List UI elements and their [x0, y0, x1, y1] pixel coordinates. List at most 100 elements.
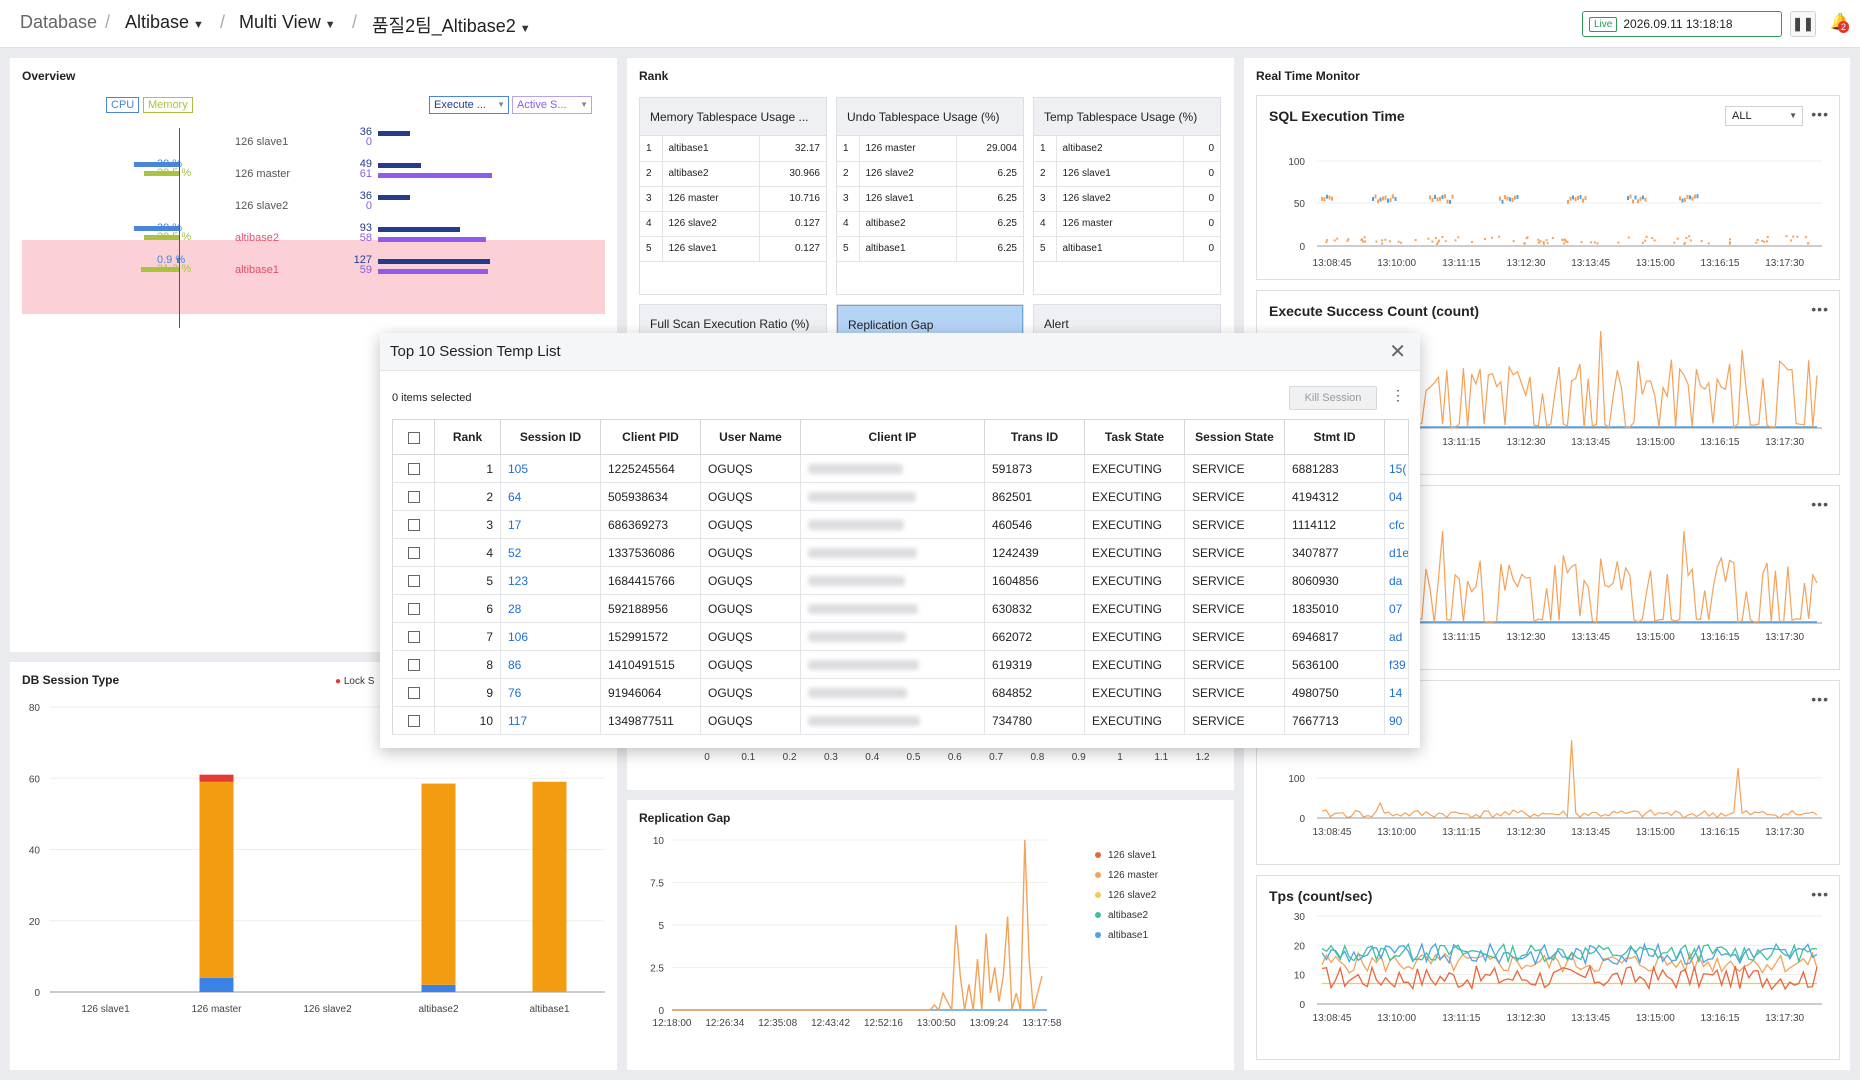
- table-row[interactable]: 5 123 1684415766 OGUQS 1604856 EXECUTING SERVI…: [392, 566, 1409, 595]
- breadcrumb-view[interactable]: Multi View ▼: [239, 12, 336, 33]
- rank-row[interactable]: 4 altibase2 6.25: [837, 211, 1023, 237]
- rank-row[interactable]: 5 altibase1 0: [1034, 236, 1220, 262]
- col-task-state[interactable]: Task State: [1084, 419, 1185, 455]
- row-checkbox[interactable]: [407, 659, 420, 672]
- col-session-state[interactable]: Session State: [1184, 419, 1285, 455]
- rank-row[interactable]: 5 altibase1 6.25: [837, 236, 1023, 262]
- overview-row-name[interactable]: altibase1: [235, 264, 280, 276]
- session-id-link[interactable]: 105: [500, 454, 601, 483]
- overflow-link-cell[interactable]: f39: [1384, 650, 1409, 679]
- table-row[interactable]: 6 28 592188956 OGUQS 630832 EXECUTING SERVICE 1…: [392, 594, 1409, 623]
- row-checkbox[interactable]: [407, 575, 420, 588]
- select-all-checkbox[interactable]: [407, 431, 420, 444]
- rank-row[interactable]: 3 126 slave1 6.25: [837, 186, 1023, 212]
- row-select-cell[interactable]: [392, 706, 435, 735]
- col-user-name[interactable]: User Name: [700, 419, 801, 455]
- memory-toggle[interactable]: Memory: [143, 97, 193, 113]
- session-id-link[interactable]: 86: [500, 650, 601, 679]
- table-row[interactable]: 8 86 1410491515 OGUQS 619319 EXECUTING SERVICE…: [392, 650, 1409, 679]
- col-client-pid[interactable]: Client PID: [600, 419, 701, 455]
- more-vertical-icon[interactable]: ⋮: [1391, 387, 1405, 403]
- temp-tablespace-title[interactable]: Temp Tablespace Usage (%): [1034, 98, 1220, 136]
- rank-row[interactable]: 2 126 slave2 6.25: [837, 161, 1023, 187]
- row-select-cell[interactable]: [392, 538, 435, 567]
- row-checkbox[interactable]: [407, 491, 420, 504]
- col-trans-id[interactable]: Trans ID: [984, 419, 1085, 455]
- rank-row[interactable]: 3 126 slave2 0: [1034, 186, 1220, 212]
- more-options-icon[interactable]: •••: [1811, 301, 1829, 317]
- close-icon[interactable]: ✕: [1389, 341, 1406, 363]
- rank-row[interactable]: 2 126 slave1 0: [1034, 161, 1220, 187]
- overflow-link-cell[interactable]: 14: [1384, 678, 1409, 707]
- metric-select-execute[interactable]: Execute ... ▼: [429, 96, 509, 114]
- legend-item[interactable]: ● Lock S: [335, 676, 374, 687]
- overflow-link-cell[interactable]: 90: [1384, 706, 1409, 735]
- undo-tablespace-title[interactable]: Undo Tablespace Usage (%): [837, 98, 1023, 136]
- overflow-link-cell[interactable]: da: [1384, 566, 1409, 595]
- rank-row[interactable]: 3 126 master 10.716: [640, 186, 826, 212]
- overflow-link-cell[interactable]: cfc: [1384, 510, 1409, 539]
- notification-button[interactable]: 🔔2: [1830, 12, 1850, 33]
- table-row[interactable]: 1 105 1225245564 OGUQS 591873 EXECUTING SERVIC…: [392, 454, 1409, 483]
- overflow-link-cell[interactable]: 07: [1384, 594, 1409, 623]
- row-checkbox[interactable]: [407, 715, 420, 728]
- row-select-cell[interactable]: [392, 510, 435, 539]
- row-select-cell[interactable]: [392, 622, 435, 651]
- select-all-header[interactable]: [392, 419, 435, 455]
- session-id-link[interactable]: 28: [500, 594, 601, 623]
- table-row[interactable]: 2 64 505938634 OGUQS 862501 EXECUTING SERVICE 4…: [392, 482, 1409, 511]
- more-options-icon[interactable]: •••: [1811, 496, 1829, 512]
- instance-select[interactable]: ALL ▼: [1725, 106, 1803, 126]
- table-row[interactable]: 4 52 1337536086 OGUQS 1242439 EXECUTING SERVIC…: [392, 538, 1409, 567]
- kill-session-button[interactable]: Kill Session: [1289, 386, 1377, 410]
- overview-row-name[interactable]: 126 slave1: [235, 136, 289, 148]
- col-stmt-id[interactable]: Stmt ID: [1284, 419, 1385, 455]
- session-id-link[interactable]: 117: [500, 706, 601, 735]
- overview-row-name[interactable]: 126 master: [235, 168, 291, 180]
- session-id-link[interactable]: 123: [500, 566, 601, 595]
- row-select-cell[interactable]: [392, 678, 435, 707]
- row-select-cell[interactable]: [392, 482, 435, 511]
- rank-row[interactable]: 4 126 slave2 0.127: [640, 211, 826, 237]
- row-checkbox[interactable]: [407, 631, 420, 644]
- session-id-link[interactable]: 64: [500, 482, 601, 511]
- rank-row[interactable]: 4 126 master 0: [1034, 211, 1220, 237]
- breadcrumb-db[interactable]: Altibase ▼: [125, 12, 204, 33]
- overflow-link-cell[interactable]: d1e: [1384, 538, 1409, 567]
- row-checkbox[interactable]: [407, 603, 420, 616]
- table-row[interactable]: 9 76 91946064 OGUQS 684852 EXECUTING SERVICE 49…: [392, 678, 1409, 707]
- breadcrumb-group[interactable]: 품질2팀_Altibase2 ▼: [372, 12, 531, 38]
- row-select-cell[interactable]: [392, 566, 435, 595]
- cpu-toggle[interactable]: CPU: [106, 97, 140, 113]
- memory-tablespace-title[interactable]: Memory Tablespace Usage ...: [640, 98, 826, 136]
- overview-row-name[interactable]: altibase2: [235, 232, 280, 244]
- row-checkbox[interactable]: [407, 687, 420, 700]
- row-select-cell[interactable]: [392, 650, 435, 679]
- breadcrumb-root[interactable]: Database: [20, 12, 98, 32]
- rank-row[interactable]: 1 altibase1 32.17: [640, 136, 826, 162]
- metric-select-active[interactable]: Active S... ▼: [512, 96, 592, 114]
- table-row[interactable]: 7 106 152991572 OGUQS 662072 EXECUTING SERVICE…: [392, 622, 1409, 651]
- overview-row-name[interactable]: 126 slave2: [235, 200, 289, 212]
- pause-button[interactable]: ❚❚: [1790, 11, 1816, 37]
- overflow-link-cell[interactable]: ad: [1384, 622, 1409, 651]
- row-checkbox[interactable]: [407, 463, 420, 476]
- row-select-cell[interactable]: [392, 594, 435, 623]
- overflow-link-cell[interactable]: 04: [1384, 482, 1409, 511]
- live-time-picker[interactable]: Live 2026.09.11 13:18:18: [1582, 11, 1782, 37]
- row-checkbox[interactable]: [407, 519, 420, 532]
- session-id-link[interactable]: 76: [500, 678, 601, 707]
- more-options-icon[interactable]: •••: [1811, 106, 1829, 122]
- table-row[interactable]: 3 17 686369273 OGUQS 460546 EXECUTING SERVICE 1…: [392, 510, 1409, 539]
- overflow-link-cell[interactable]: 15(: [1384, 454, 1409, 483]
- rank-row[interactable]: 1 altibase2 0: [1034, 136, 1220, 162]
- table-row[interactable]: 10 117 1349877511 OGUQS 734780 EXECUTING SERVI…: [392, 706, 1409, 735]
- more-options-icon[interactable]: •••: [1811, 886, 1829, 902]
- session-id-link[interactable]: 17: [500, 510, 601, 539]
- rank-row[interactable]: 1 126 master 29.004: [837, 136, 1023, 162]
- session-id-link[interactable]: 52: [500, 538, 601, 567]
- more-options-icon[interactable]: •••: [1811, 691, 1829, 707]
- col-client-ip[interactable]: Client IP: [800, 419, 985, 455]
- rank-row[interactable]: 5 126 slave1 0.127: [640, 236, 826, 262]
- row-checkbox[interactable]: [407, 547, 420, 560]
